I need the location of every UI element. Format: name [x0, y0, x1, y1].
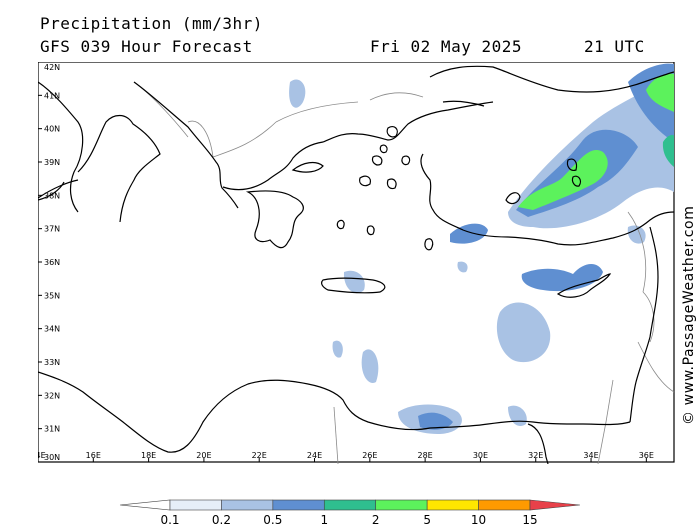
- lon-tick-label: 24E: [307, 451, 322, 460]
- sicily-coast: [38, 181, 65, 201]
- lon-tick-label: 16E: [86, 451, 101, 460]
- colorbar-label: 5: [423, 513, 431, 525]
- lake-tuz: [566, 158, 578, 171]
- chios: [379, 144, 388, 154]
- black-sea-coast: [429, 65, 675, 93]
- lon-tick-label: 20E: [196, 451, 211, 460]
- lon-tick-label: 34E: [583, 451, 598, 460]
- colorbar-segment: [221, 499, 274, 511]
- colorbar-segment: [426, 499, 479, 511]
- lat-tick-label: 39N: [44, 158, 60, 167]
- lat-tick-label: 34N: [44, 325, 60, 334]
- rain-area-crete-east: [343, 270, 365, 294]
- lon-tick-label: 18E: [141, 451, 156, 460]
- lesbos: [386, 125, 398, 138]
- colorbar-segment: [529, 499, 581, 511]
- colorbar-label: 0.1: [160, 513, 179, 525]
- colorbar-label: 0.2: [212, 513, 231, 525]
- precipitation-colorbar: 0.1 0.2 0.5 1 2 5 10 15: [119, 499, 581, 525]
- forecast-date: Fri 02 May 2025: [370, 37, 522, 56]
- levant-coast: [629, 226, 659, 423]
- lon-axis-labels: 14E 16E 18E 20E 22E 24E 26E 28E 30E 32E 34E 36E: [38, 451, 654, 462]
- crete: [321, 277, 386, 294]
- forecast-model: GFS 039 Hour Forecast: [40, 37, 253, 56]
- lake-2: [571, 175, 582, 187]
- aegean-island-2: [371, 155, 383, 166]
- lon-tick-label: 28E: [418, 451, 433, 460]
- colorbar-segment: [375, 499, 428, 511]
- lon-tick-label: 30E: [473, 451, 488, 460]
- colorbar-segment: [169, 499, 222, 511]
- africa-coast: [38, 371, 631, 453]
- lat-axis-labels: 42N 41N 40N 39N 38N 37N 36N 35N 34N 33N 32N 31N 30N: [38, 62, 60, 463]
- lon-tick-label: 32E: [528, 451, 543, 460]
- rain-area-east-green: [662, 134, 674, 167]
- lon-tick-label: 22E: [252, 451, 267, 460]
- lon-tick-label: 26E: [362, 451, 377, 460]
- colorbar-label: 2: [372, 513, 380, 525]
- colorbar-segment: [119, 499, 171, 511]
- aegean-island-3: [386, 178, 397, 190]
- rain-area-libya-1: [361, 349, 379, 383]
- rain-area-central: [457, 261, 468, 273]
- sea-of-marmara: [442, 100, 485, 107]
- rain-area-north-aegean: [289, 79, 306, 108]
- lat-tick-label: 40N: [44, 125, 60, 134]
- lat-tick-label: 36N: [44, 258, 60, 267]
- colorbar-segment: [478, 499, 531, 511]
- rain-area-egypt-inner: [418, 412, 453, 430]
- rain-area-ne-green: [646, 73, 674, 112]
- precipitation-map: 14E 16E 18E 20E 22E 24E 26E 28E 30E 32E 34E 36E 42N…: [38, 62, 675, 464]
- lat-tick-label: 42N: [44, 63, 60, 72]
- colorbar-label: 1: [320, 513, 328, 525]
- greece-mainland: [222, 101, 494, 191]
- peloponnese: [245, 190, 304, 249]
- lat-tick-label: 33N: [44, 358, 60, 367]
- balkan-coast: [133, 81, 239, 209]
- sinai-coast: [527, 423, 549, 464]
- lat-tick-label: 41N: [44, 91, 60, 100]
- colorbar-labels: 0.1 0.2 0.5 1 2 5 10 15: [160, 513, 537, 525]
- map-title: Precipitation (mm/3hr): [40, 14, 263, 33]
- lat-tick-label: 31N: [44, 425, 60, 434]
- aegean-island-5: [366, 225, 375, 236]
- lat-tick-label: 30N: [44, 453, 60, 462]
- colorbar-segment: [323, 499, 377, 511]
- map-frame: [38, 62, 675, 463]
- colorbar-label: 10: [471, 513, 486, 525]
- forecast-time: 21 UTC: [584, 37, 645, 56]
- colorbar-segment: [272, 499, 325, 511]
- lat-tick-label: 32N: [44, 391, 60, 400]
- euboea: [291, 161, 324, 173]
- national-borders: [133, 81, 675, 464]
- rain-area-libya-2: [332, 340, 343, 358]
- rain-area-turkey-inner: [518, 150, 608, 210]
- turkey-coast: [420, 153, 675, 246]
- aegean-island-4: [336, 219, 345, 230]
- rain-area-east-med-outer: [496, 302, 551, 363]
- lat-tick-label: 37N: [44, 225, 60, 234]
- colorbar-label: 0.5: [263, 513, 282, 525]
- rhodes: [424, 238, 434, 251]
- samos: [401, 155, 411, 166]
- credit-text: © www.PassageWeather.com: [681, 205, 697, 425]
- lon-tick-label: 36E: [639, 451, 654, 460]
- lon-tick-label: 14E: [38, 451, 46, 460]
- lake-anatolia: [505, 192, 521, 205]
- colorbar-label: 15: [522, 513, 537, 525]
- colorbar-segments: [119, 499, 581, 511]
- aegean-island-1: [359, 175, 371, 187]
- coastlines: [38, 65, 675, 464]
- cyprus: [556, 273, 612, 298]
- lat-tick-label: 35N: [44, 291, 60, 300]
- lat-tick-label: 38N: [44, 191, 60, 200]
